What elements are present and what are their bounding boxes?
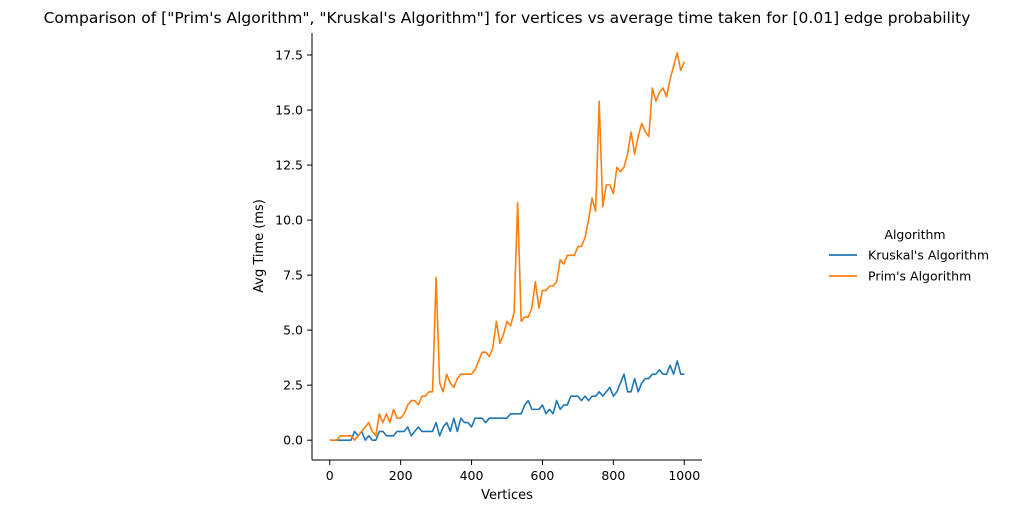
x-tick-label: 200 [389,468,413,483]
y-tick-label: 7.5 [283,268,303,283]
x-tick-label: 400 [460,468,484,483]
legend-label: Prim's Algorithm [868,269,971,284]
legend-title: Algorithm [884,227,945,242]
legend-items: Kruskal's Algorithm Prim's Algorithm [829,248,989,284]
y-tick-label: 2.5 [283,378,303,393]
legend: Algorithm Kruskal's Algorithm Prim's Algo… [829,227,989,284]
legend-label: Kruskal's Algorithm [868,248,989,263]
plot-area: 0 200 400 600 800 1000 0.0 2.5 5.0 7.5 10.0 12.5 15… [275,33,702,483]
x-tick-label: 600 [531,468,555,483]
y-tick-label: 17.5 [275,48,303,63]
y-tick-label: 10.0 [275,213,303,228]
y-axis-title: Avg Time (ms) [252,199,267,293]
x-tick-label: 0 [326,468,334,483]
x-axis-ticks: 0 200 400 600 800 1000 [326,460,700,483]
x-tick-label: 1000 [668,468,700,483]
y-tick-label: 0.0 [283,433,303,448]
chart-title: Comparison of ["Prim's Algorithm", "Krus… [44,9,971,27]
series-line-1 [329,52,686,441]
series-line-0 [329,360,685,441]
y-tick-label: 15.0 [275,103,303,118]
x-axis-title: Vertices [481,488,533,503]
x-tick-label: 800 [601,468,625,483]
y-tick-label: 5.0 [283,323,303,338]
y-tick-label: 12.5 [275,158,303,173]
series-lines [329,52,686,441]
y-axis-ticks: 0.0 2.5 5.0 7.5 10.0 12.5 15.0 17.5 [275,48,312,448]
